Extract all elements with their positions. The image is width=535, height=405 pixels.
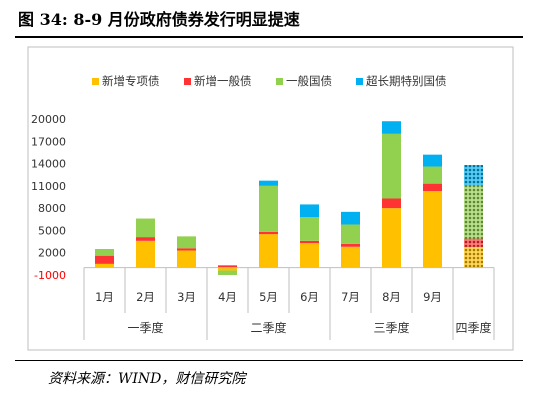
bar-segment-4月-0: [218, 267, 237, 271]
figure-title: 图 34: 8-9 月份政府债券发行明显提速: [18, 10, 300, 29]
y-tick-label: 11000: [31, 180, 66, 193]
bar-segment-hatch: [464, 185, 483, 239]
bar-segment-7月-2: [341, 224, 360, 244]
bar-segment-9月-2: [423, 166, 442, 184]
legend-label-3: 超长期特别国债: [366, 74, 447, 88]
bar-segment-2月-1: [136, 237, 155, 241]
x-tick-label: 3月: [177, 290, 196, 304]
bar-segment-4月-1: [218, 265, 237, 268]
title-divider: [15, 36, 523, 38]
x-tick-label: 7月: [341, 290, 360, 304]
legend-swatch-0: [92, 78, 99, 85]
y-tick-label: -1000: [34, 269, 66, 282]
bar-segment-7月-1: [341, 243, 360, 247]
bar-segment-9月-3: [423, 154, 442, 167]
bar-segment-7月-3: [341, 211, 360, 225]
legend-label-2: 一般国债: [286, 74, 332, 88]
bar-segment-8月-3: [382, 121, 401, 134]
x-tick-label: 1月: [95, 290, 114, 304]
bar-segment-hatch: [464, 165, 483, 186]
group-label: 四季度: [455, 320, 491, 335]
bar-segment-8月-2: [382, 133, 401, 199]
legend-label-0: 新增专项债: [102, 74, 160, 88]
x-tick-label: 9月: [423, 290, 442, 304]
bar-segment-5月-1: [259, 231, 278, 235]
bar-segment-5月-0: [259, 234, 278, 268]
x-tick-label: 4月: [218, 290, 237, 304]
bar-segment-1月-2: [95, 249, 114, 256]
bar-segment-6月-1: [300, 240, 319, 244]
source-note: 资料来源：WIND，财信研究院: [48, 371, 246, 387]
bar-segment-6月-0: [300, 243, 319, 268]
bar-segment-hatch: [464, 246, 483, 268]
bar-segment-8月-1: [382, 198, 401, 209]
bar-segment-4月-2: [218, 270, 237, 275]
bar-segment-3月-1: [177, 248, 196, 251]
bar-segment-6月-3: [300, 204, 319, 218]
group-label: 三季度: [373, 320, 409, 335]
y-tick-label: 20000: [31, 113, 66, 126]
y-tick-label: 2000: [38, 247, 66, 260]
bar-segment-2月-2: [136, 218, 155, 238]
bar-segment-hatch: [464, 238, 483, 247]
bar-segment-8月-0: [382, 208, 401, 268]
bar-segment-1月-1: [95, 255, 114, 264]
bar-segment-3月-0: [177, 250, 196, 268]
bar-series: [95, 121, 483, 275]
x-tick-label: 2月: [136, 290, 155, 304]
group-label: 二季度: [250, 320, 286, 335]
y-axis: -1000 2000 5000 8000 11000 14000 17000 20000: [31, 113, 66, 282]
bar-segment-9月-1: [423, 183, 442, 192]
chart-legend: 新增专项债 新增一般债 一般国债 超长期特别国债: [92, 74, 447, 88]
legend-swatch-1: [184, 78, 191, 85]
legend-swatch-3: [356, 78, 363, 85]
x-tick-label: 5月: [259, 290, 278, 304]
bar-segment-2月-0: [136, 240, 155, 268]
source-divider: [15, 360, 523, 361]
bar-segment-9月-0: [423, 191, 442, 268]
bar-segment-5月-3: [259, 180, 278, 186]
bar-segment-3月-2: [177, 236, 196, 249]
legend-swatch-2: [276, 78, 283, 85]
x-tick-label: 8月: [382, 290, 401, 304]
y-tick-label: 14000: [31, 158, 66, 171]
bar-segment-6月-2: [300, 217, 319, 241]
legend-label-1: 新增一般债: [194, 74, 252, 88]
y-tick-label: 5000: [38, 224, 66, 237]
bar-segment-5月-2: [259, 185, 278, 232]
x-tick-label: 6月: [300, 290, 319, 304]
y-tick-label: 8000: [38, 202, 66, 215]
group-label: 一季度: [127, 320, 163, 335]
bar-segment-1月-0: [95, 263, 114, 268]
y-tick-label: 17000: [31, 135, 66, 148]
bar-segment-7月-0: [341, 246, 360, 268]
